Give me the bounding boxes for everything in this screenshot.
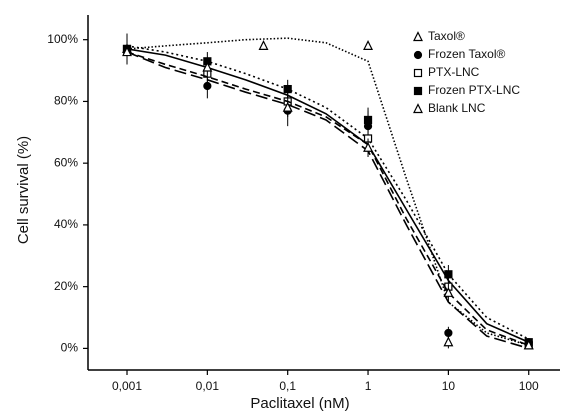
y-tick-label: 100% [47, 32, 78, 46]
legend-label: Taxol® [428, 29, 465, 43]
legend-label: PTX-LNC [428, 65, 480, 79]
y-tick-label: 20% [54, 279, 78, 293]
y-tick-label: 60% [54, 155, 78, 169]
data-point [363, 40, 374, 50]
x-tick-label: 100 [519, 379, 539, 393]
y-tick-label: 80% [54, 94, 78, 108]
x-tick-label: 0,01 [196, 379, 220, 393]
fit-line [126, 51, 530, 347]
data-point [363, 141, 374, 152]
legend-marker [413, 31, 423, 42]
x-tick-label: 0,001 [112, 379, 142, 393]
data-point [258, 40, 269, 50]
legend-marker [413, 50, 423, 60]
data-point [443, 336, 454, 347]
x-tick-label: 0,1 [279, 379, 296, 393]
data-point [283, 84, 292, 94]
legend-label: Frozen PTX-LNC [428, 83, 520, 97]
data-point [444, 328, 453, 338]
legend-marker [413, 68, 423, 78]
data-point [523, 339, 534, 350]
data-point [203, 81, 212, 91]
y-tick-label: 40% [54, 217, 78, 231]
x-tick-label: 1 [365, 379, 372, 393]
x-axis-label: Paclitaxel (nM) [250, 395, 349, 412]
y-tick-label: 0% [61, 341, 79, 355]
data-point [202, 61, 213, 72]
legend-label: Blank LNC [428, 101, 486, 115]
data-point [282, 101, 293, 112]
fit-line [126, 51, 529, 350]
legend-label: Frozen Taxol® [428, 47, 505, 61]
data-point [363, 115, 373, 125]
fit-line [126, 48, 530, 343]
data-point [443, 286, 454, 297]
legend-marker [413, 103, 423, 114]
data-point [122, 46, 132, 57]
legend-marker [413, 86, 423, 96]
y-axis-label: Cell survival (%) [15, 136, 32, 244]
data-point [444, 270, 453, 279]
x-tick-label: 10 [442, 379, 456, 393]
